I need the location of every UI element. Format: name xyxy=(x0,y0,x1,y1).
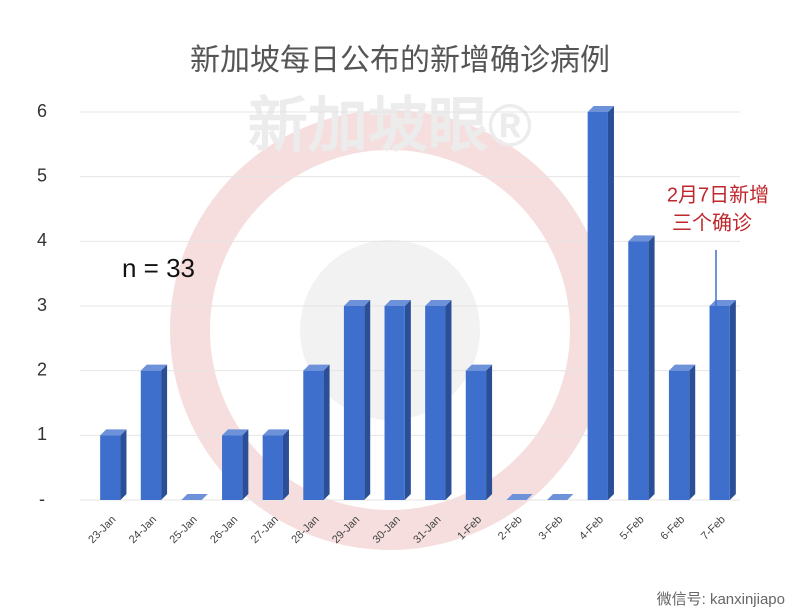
bar-top xyxy=(547,494,574,500)
bar-side xyxy=(364,300,371,500)
y-tick-label: - xyxy=(39,489,45,509)
bar xyxy=(628,241,649,501)
bar-top xyxy=(628,235,655,242)
bar xyxy=(303,370,324,500)
bar xyxy=(100,435,121,500)
bar-top xyxy=(425,300,452,306)
y-tick-label: 3 xyxy=(37,295,47,315)
y-tick-label: 1 xyxy=(37,424,47,444)
bar-top xyxy=(384,300,411,306)
bar-top xyxy=(465,364,493,371)
y-tick-label: 2 xyxy=(37,359,47,379)
bar-side xyxy=(404,300,411,500)
bar xyxy=(465,370,487,500)
footer: 微信号: kanxinjiapo xyxy=(657,591,785,608)
annotation: 三个确诊 xyxy=(672,211,752,234)
bar-top xyxy=(303,364,330,371)
bar xyxy=(587,112,608,500)
bar xyxy=(668,370,690,500)
bar xyxy=(343,306,365,500)
annotation: n = 33 xyxy=(122,253,195,283)
bar-top xyxy=(668,364,696,371)
chart-title: 新加坡每日公布的新增确诊病例 xyxy=(190,44,610,77)
bar-side xyxy=(648,235,655,501)
annotation: 2月7日新增 xyxy=(667,183,769,206)
bar-side xyxy=(729,300,736,500)
bar-top xyxy=(100,429,127,436)
bar-side xyxy=(486,364,493,500)
bar-top xyxy=(343,300,371,306)
watermark-text: 新加坡眼® xyxy=(248,92,532,159)
bar-side xyxy=(242,429,249,500)
bar xyxy=(709,306,730,500)
bar-top xyxy=(222,429,249,436)
bar-side xyxy=(445,300,452,500)
bar-top xyxy=(587,106,614,112)
bar-top xyxy=(506,494,533,500)
bar xyxy=(262,435,283,500)
y-tick-label: 6 xyxy=(37,101,47,121)
bar-side xyxy=(161,364,168,500)
bar-side xyxy=(689,364,696,500)
bar-side xyxy=(120,429,127,500)
bar-side xyxy=(282,429,289,500)
bar-top xyxy=(140,364,168,371)
bar xyxy=(425,306,446,500)
bar xyxy=(384,306,405,500)
bar xyxy=(140,370,162,500)
bar-side xyxy=(607,106,614,500)
bar-top xyxy=(181,494,208,500)
y-tick-label: 4 xyxy=(37,230,47,250)
annotation-arrowhead xyxy=(710,312,722,324)
bar-side xyxy=(323,364,330,500)
bar-top xyxy=(262,429,289,436)
bar xyxy=(222,435,243,500)
y-tick-label: 5 xyxy=(37,165,47,185)
